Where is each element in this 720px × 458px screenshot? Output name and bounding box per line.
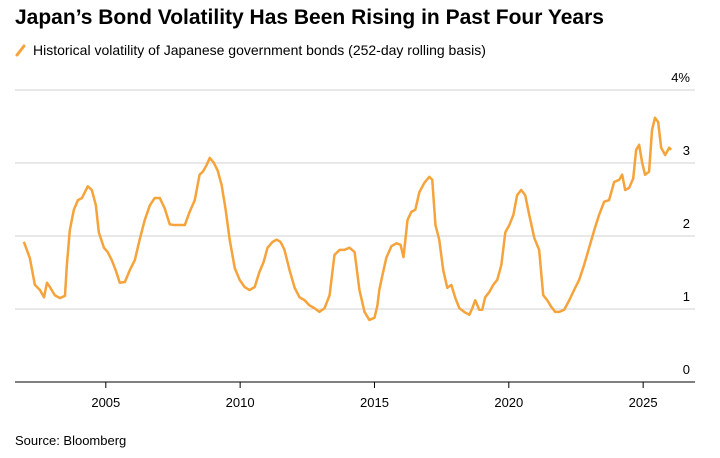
x-tick-label: 2020 — [494, 395, 523, 410]
legend-swatch — [15, 44, 26, 57]
x-tick-label: 2005 — [91, 395, 120, 410]
data-line — [22, 116, 673, 322]
y-tick-label: 3 — [683, 143, 690, 158]
source: Source: Bloomberg — [15, 433, 126, 448]
chart-title: Japan’s Bond Volatility Has Been Rising … — [15, 6, 604, 29]
y-tick-label: 1 — [683, 289, 690, 304]
x-tick-label: 2025 — [629, 395, 658, 410]
y-tick-label: 2 — [683, 216, 690, 231]
x-tick-label: 2010 — [226, 395, 255, 410]
x-tick-label: 2015 — [360, 395, 389, 410]
legend-label: Historical volatility of Japanese govern… — [33, 42, 486, 58]
y-tick-label: 0 — [683, 362, 690, 377]
y-tick-label: 4% — [671, 70, 690, 85]
